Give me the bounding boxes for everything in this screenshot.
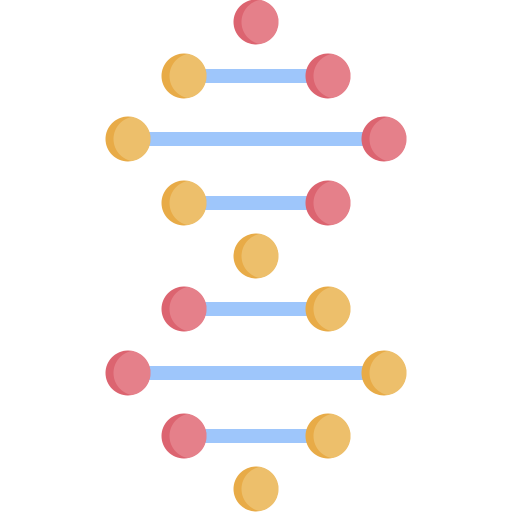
nucleotide-red-right — [305, 180, 351, 226]
nucleotide-orange-left — [161, 180, 207, 226]
nucleotide-red-right — [361, 116, 407, 162]
base-pair-rung — [184, 196, 328, 210]
nucleotide-red-left — [105, 350, 151, 396]
nucleotide-orange-center — [233, 233, 279, 279]
nucleotide-red-left — [161, 413, 207, 459]
nucleotide-red-left — [161, 286, 207, 332]
base-pair-rung — [184, 429, 328, 443]
rungs-layer — [128, 69, 384, 443]
nucleotide-orange-right — [361, 350, 407, 396]
nucleotide-orange-center — [233, 466, 279, 512]
nucleotide-red-center — [233, 0, 279, 45]
balls-layer — [105, 0, 407, 512]
base-pair-rung — [184, 69, 328, 83]
base-pair-rung — [128, 132, 384, 146]
nucleotide-orange-right — [305, 286, 351, 332]
nucleotide-orange-left — [161, 53, 207, 99]
base-pair-rung — [128, 366, 384, 380]
base-pair-rung — [184, 302, 328, 316]
nucleotide-orange-left — [105, 116, 151, 162]
nucleotide-red-right — [305, 53, 351, 99]
nucleotide-orange-right — [305, 413, 351, 459]
